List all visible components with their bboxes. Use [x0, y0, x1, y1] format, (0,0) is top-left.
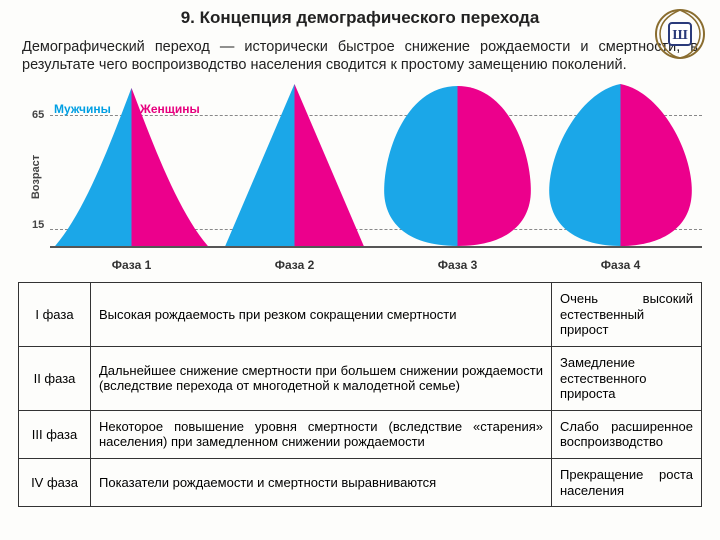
table-row: III фаза Некоторое повышение уровня смер… [19, 410, 702, 458]
phase-table: I фаза Высокая рождаемость при резком со… [18, 282, 702, 507]
result-cell: Слабо расширенное воспроизводство [552, 410, 702, 458]
desc-cell: Показатели рождаемости и смертности выра… [91, 459, 552, 507]
table-row: II фаза Дальнейшее снижение смертности п… [19, 347, 702, 411]
y-tick-15: 15 [32, 219, 44, 231]
phase-3-male-shape [384, 86, 457, 246]
phase-1-male-shape [55, 88, 131, 246]
phase-3-female-shape [458, 86, 531, 246]
phase-4-male-shape [549, 84, 620, 246]
result-cell: Прекращение роста населения [552, 459, 702, 507]
phase-2-female-shape [295, 84, 364, 246]
x-label-4: Фаза 4 [539, 254, 702, 272]
university-logo-icon: Ш [652, 6, 708, 62]
table-row: I фаза Высокая рождаемость при резком со… [19, 283, 702, 347]
x-axis-labels: Фаза 1 Фаза 2 Фаза 3 Фаза 4 [50, 254, 702, 272]
slide-title: 9. Концепция демографического перехода [18, 8, 702, 28]
phase-cell: II фаза [19, 347, 91, 411]
result-cell: Очень высокий естественный прирост [552, 283, 702, 347]
phase-4-cell [539, 82, 702, 248]
phase-cell: IV фаза [19, 459, 91, 507]
pyramid-chart: Возраст 65 15 Мужчины Женщины [18, 82, 702, 272]
title-row: 9. Концепция демографического перехода Ш [18, 8, 702, 28]
desc-cell: Дальнейшее снижение смертности при больш… [91, 347, 552, 411]
svg-text:Ш: Ш [672, 28, 688, 43]
y-axis-label: Возраст [30, 155, 42, 199]
phase-3-cell [376, 82, 539, 248]
result-cell: Замедление естественного прироста [552, 347, 702, 411]
x-label-2: Фаза 2 [213, 254, 376, 272]
phase-cell: III фаза [19, 410, 91, 458]
desc-cell: Высокая рождаемость при резком сокращени… [91, 283, 552, 347]
phase-1-cell [50, 82, 213, 248]
table-row: IV фаза Показатели рождаемости и смертно… [19, 459, 702, 507]
y-tick-65: 65 [32, 109, 44, 121]
phase-1-female-shape [132, 88, 208, 246]
intro-paragraph: Демографический переход — исторически бы… [22, 38, 698, 74]
phase-cell: I фаза [19, 283, 91, 347]
phase-2-male-shape [225, 84, 294, 246]
phase-4-female-shape [621, 84, 692, 246]
slide: 9. Концепция демографического перехода Ш… [0, 0, 720, 540]
desc-cell: Некоторое повышение уровня смертности (в… [91, 410, 552, 458]
chart-cells [50, 82, 702, 248]
x-label-3: Фаза 3 [376, 254, 539, 272]
x-label-1: Фаза 1 [50, 254, 213, 272]
phase-2-cell [213, 82, 376, 248]
